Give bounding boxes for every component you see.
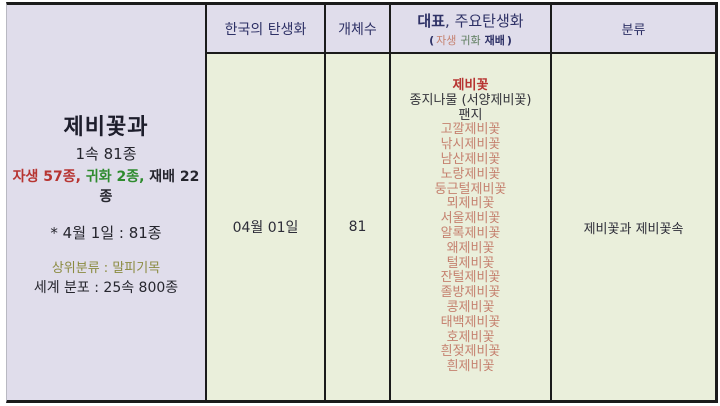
paren-open: (: [429, 33, 435, 47]
header-main-subtitle: (자생 귀화 재배): [429, 32, 512, 48]
naturalized-count: 귀화 2종,: [85, 168, 145, 185]
species-item: 알록제비꽃: [440, 226, 501, 241]
date-count-line: * 4월 1일 : 81종: [50, 223, 162, 242]
header-count-label: 개체수: [338, 21, 377, 38]
species-item: 서울제비꽃: [440, 211, 501, 227]
species-item: 콩제비꽃: [446, 299, 495, 315]
header-classification-label: 분류: [621, 23, 646, 38]
family-genus-species-summary: 1속 81종: [75, 144, 137, 163]
species-list-cell: 제비꽃 종지나물 (서양제비꽃) 팬지 고깔제비꽃 낚시제비꽃 남산제비꽃 노랑…: [389, 54, 550, 400]
header-main-flowers: 대표, 주요탄생화 (자생 귀화 재배): [389, 5, 550, 54]
header-sub-cultivated: 재배: [484, 33, 505, 47]
birth-date-cell: 04월 01일: [205, 54, 324, 400]
family-name: 제비꽃과: [63, 114, 149, 140]
species-item: 왜제비꽃: [446, 240, 495, 256]
higher-taxon-line: 상위분류 : 말피기목: [51, 260, 161, 276]
paren-close: ): [506, 33, 512, 47]
header-main-rest: , 주요탄생화: [445, 11, 524, 30]
species-item: 털제비꽃: [446, 255, 495, 271]
violet-family-table: 제비꽃과 1속 81종 자생 57종, 귀화 2종, 재배 22종 * 4월 1…: [6, 2, 718, 403]
header-birth-flower-label: 한국의 탄생화: [224, 21, 307, 38]
world-distribution-line: 세계 분포 : 25속 800종: [33, 279, 179, 296]
species-item: 노랑제비꽃: [440, 166, 501, 182]
species-item: 고깔제비꽃: [440, 122, 501, 138]
header-classification: 분류: [550, 5, 715, 54]
family-info-cell: 제비꽃과 1속 81종 자생 57종, 귀화 2종, 재배 22종 * 4월 1…: [7, 5, 205, 400]
header-count: 개체수: [324, 5, 389, 54]
species-item: 낚시제비꽃: [440, 137, 501, 153]
header-main-bold: 대표: [417, 11, 446, 30]
species-item: 남산제비꽃: [440, 152, 501, 168]
count-value: 81: [348, 219, 367, 235]
species-item: 뫼제비꽃: [446, 196, 495, 212]
birth-date-value: 04월 01일: [232, 220, 299, 236]
cultivated-count: 재배 22종: [99, 168, 200, 205]
species-item: 호제비꽃: [446, 329, 495, 345]
species-item: 둥근털제비꽃: [434, 181, 507, 197]
header-main-title: 대표, 주요탄생화: [417, 10, 523, 31]
species-item: 잔털제비꽃: [440, 270, 501, 286]
species-item: 태백제비꽃: [440, 314, 501, 330]
header-sub-native: 자생: [436, 33, 457, 47]
species-item: 졸방제비꽃: [440, 285, 501, 301]
classification-value: 제비꽃과 제비꽃속: [583, 221, 684, 237]
native-count: 자생 57종,: [12, 168, 81, 185]
header-birth-flower: 한국의 탄생화: [205, 5, 324, 54]
family-origin-counts: 자생 57종, 귀화 2종, 재배 22종: [7, 166, 205, 206]
species-item: 제비꽃: [452, 78, 489, 94]
species-item: 팬지: [458, 107, 483, 123]
species-item: 흰젖제비꽃: [440, 344, 501, 360]
header-sub-naturalized: 귀화: [460, 33, 481, 47]
species-item: 흰제비꽃: [446, 359, 495, 375]
classification-cell: 제비꽃과 제비꽃속: [550, 54, 715, 400]
species-item: 종지나물 (서양제비꽃): [409, 92, 532, 108]
count-cell: 81: [324, 54, 389, 400]
